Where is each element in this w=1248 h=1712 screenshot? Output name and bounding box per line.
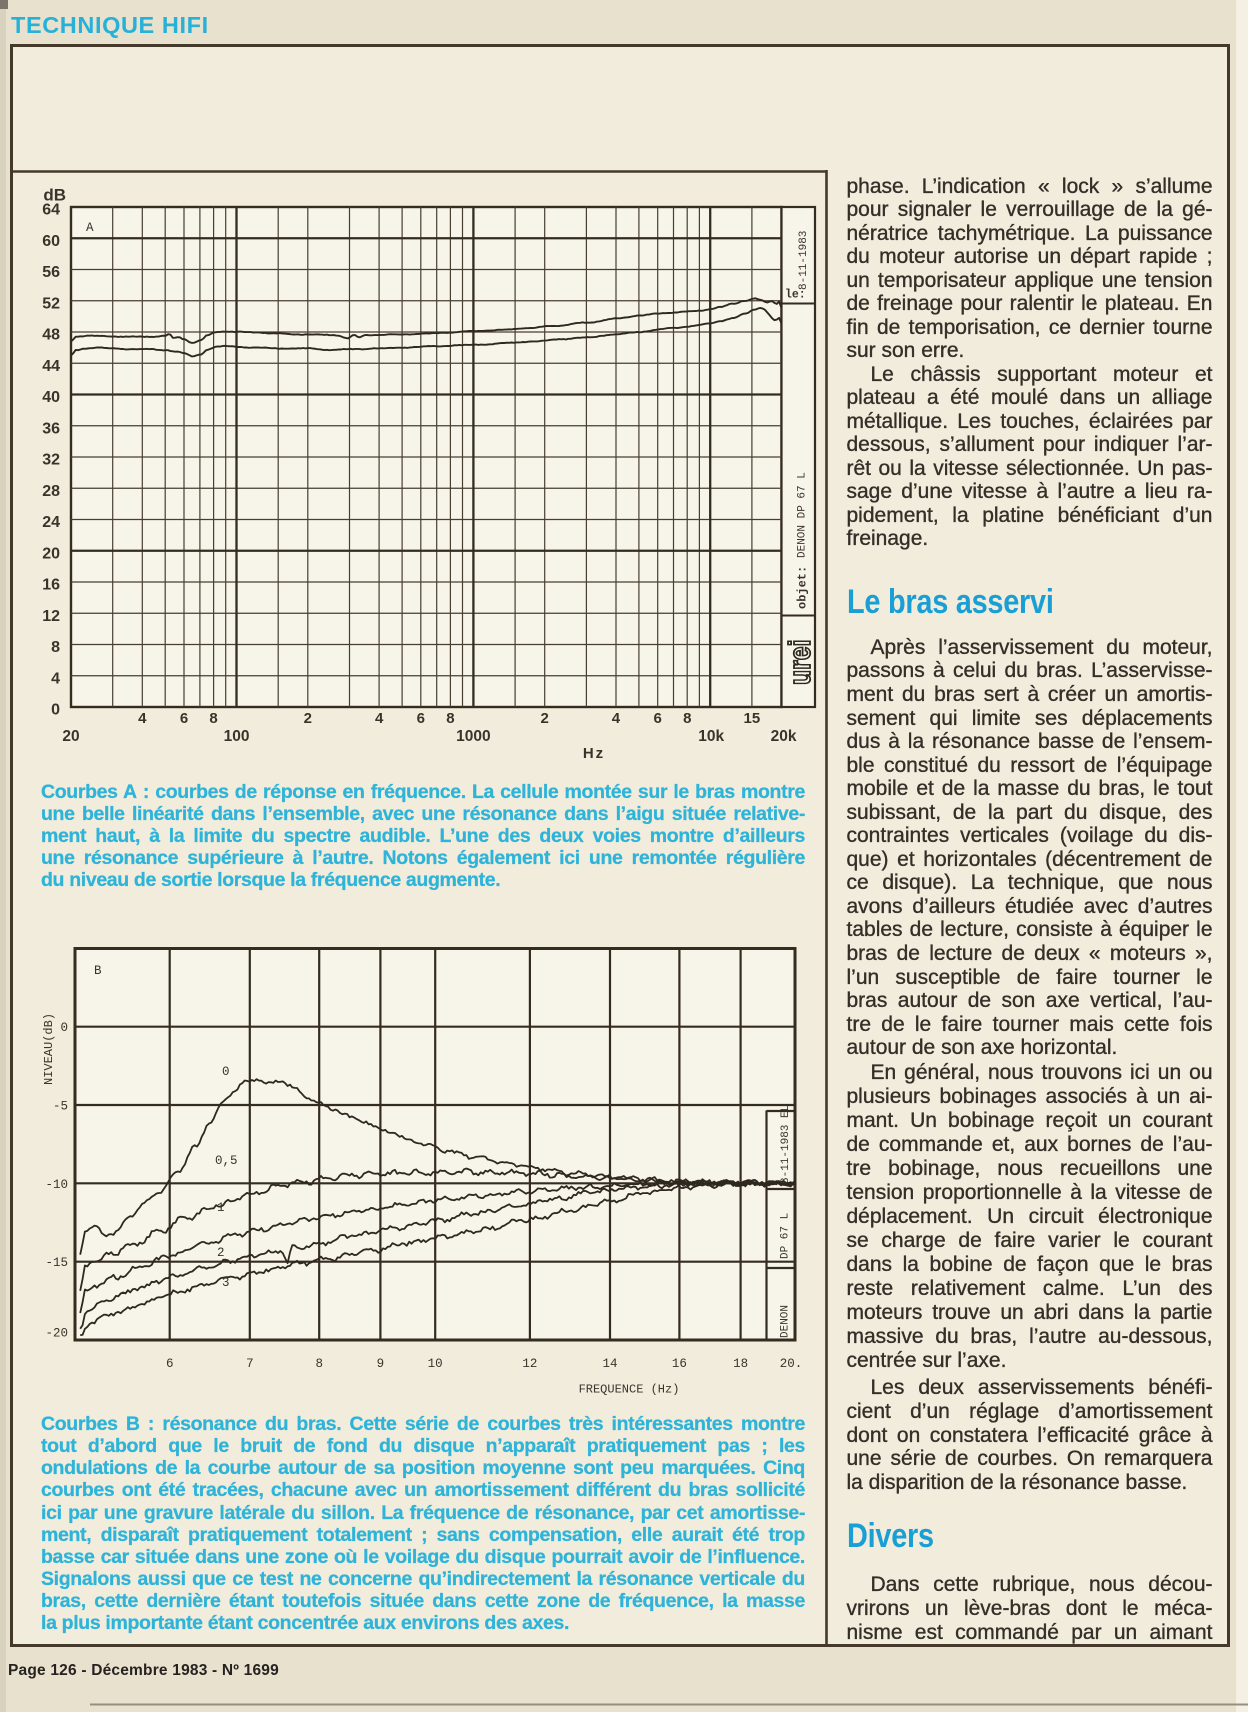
svg-text:le:: le:: [785, 289, 806, 302]
svg-text:20: 20: [62, 728, 79, 745]
svg-text:20: 20: [42, 545, 60, 562]
svg-text:12: 12: [42, 608, 60, 625]
svg-text:100: 100: [224, 728, 250, 745]
svg-text:24: 24: [42, 514, 60, 531]
svg-text:DENON: DENON: [780, 1305, 792, 1338]
svg-text:urei: urei: [782, 640, 816, 685]
svg-text:6: 6: [180, 710, 188, 727]
svg-text:1000: 1000: [456, 728, 490, 745]
svg-text:FREQUENCE (Hz): FREQUENCE (Hz): [579, 1383, 680, 1397]
svg-text:10k: 10k: [698, 728, 724, 745]
svg-text:12: 12: [522, 1357, 537, 1371]
svg-text:18: 18: [733, 1357, 748, 1371]
svg-text:8: 8: [209, 710, 217, 727]
svg-text:1: 1: [217, 1201, 225, 1215]
svg-text:4: 4: [51, 670, 60, 687]
svg-text:-10: -10: [45, 1178, 68, 1192]
svg-text:DENON DP 67 L: DENON DP 67 L: [797, 472, 809, 558]
svg-text:objet:: objet:: [796, 566, 810, 609]
svg-text:0: 0: [60, 1021, 68, 1035]
svg-text:6: 6: [417, 710, 425, 727]
svg-text:16: 16: [672, 1357, 687, 1371]
svg-text:64: 64: [42, 202, 60, 219]
svg-text:B: B: [94, 964, 102, 978]
svg-text:-5: -5: [53, 1100, 68, 1114]
svg-text:15: 15: [744, 710, 761, 727]
svg-text:0: 0: [222, 1065, 230, 1079]
svg-text:A: A: [86, 221, 94, 235]
svg-text:4: 4: [375, 710, 384, 727]
svg-text:3: 3: [222, 1276, 230, 1290]
svg-text:-15: -15: [45, 1256, 68, 1270]
svg-text:2: 2: [540, 710, 548, 727]
svg-text:6: 6: [166, 1357, 174, 1371]
svg-text:2: 2: [304, 710, 312, 727]
svg-text:8: 8: [446, 710, 454, 727]
svg-text:8: 8: [51, 639, 60, 656]
svg-text:Hz: Hz: [583, 745, 605, 762]
svg-text:60: 60: [42, 233, 60, 250]
svg-text:14: 14: [603, 1357, 618, 1371]
svg-text:32: 32: [42, 452, 60, 469]
svg-text:40: 40: [42, 389, 60, 406]
svg-text:0,5: 0,5: [215, 1154, 238, 1168]
svg-text:8-11-1983: 8-11-1983: [798, 231, 810, 290]
svg-text:DP 67 L: DP 67 L: [780, 1213, 792, 1259]
svg-text:48: 48: [42, 327, 60, 344]
svg-text:52: 52: [42, 295, 60, 312]
svg-text:6: 6: [653, 710, 661, 727]
svg-text:20.: 20.: [780, 1357, 803, 1371]
svg-text:-20: -20: [45, 1327, 68, 1341]
svg-text:dB: dB: [43, 186, 66, 205]
svg-text:20k: 20k: [771, 728, 797, 745]
svg-text:44: 44: [42, 358, 60, 375]
svg-text:2: 2: [217, 1246, 225, 1260]
svg-text:7: 7: [246, 1357, 254, 1371]
svg-text:10: 10: [428, 1357, 443, 1371]
svg-text:8-11-1983 EL: 8-11-1983 EL: [780, 1105, 792, 1184]
svg-text:8: 8: [683, 710, 691, 727]
svg-text:16: 16: [42, 577, 60, 594]
svg-text:36: 36: [42, 420, 60, 437]
svg-text:9: 9: [377, 1357, 385, 1371]
svg-text:4: 4: [138, 710, 147, 727]
svg-text:28: 28: [42, 483, 60, 500]
svg-text:4: 4: [612, 710, 621, 727]
svg-text:8: 8: [315, 1357, 323, 1371]
svg-text:NIVEAU(dB): NIVEAU(dB): [42, 1013, 56, 1085]
svg-text:0: 0: [51, 702, 60, 719]
svg-text:56: 56: [42, 264, 60, 281]
